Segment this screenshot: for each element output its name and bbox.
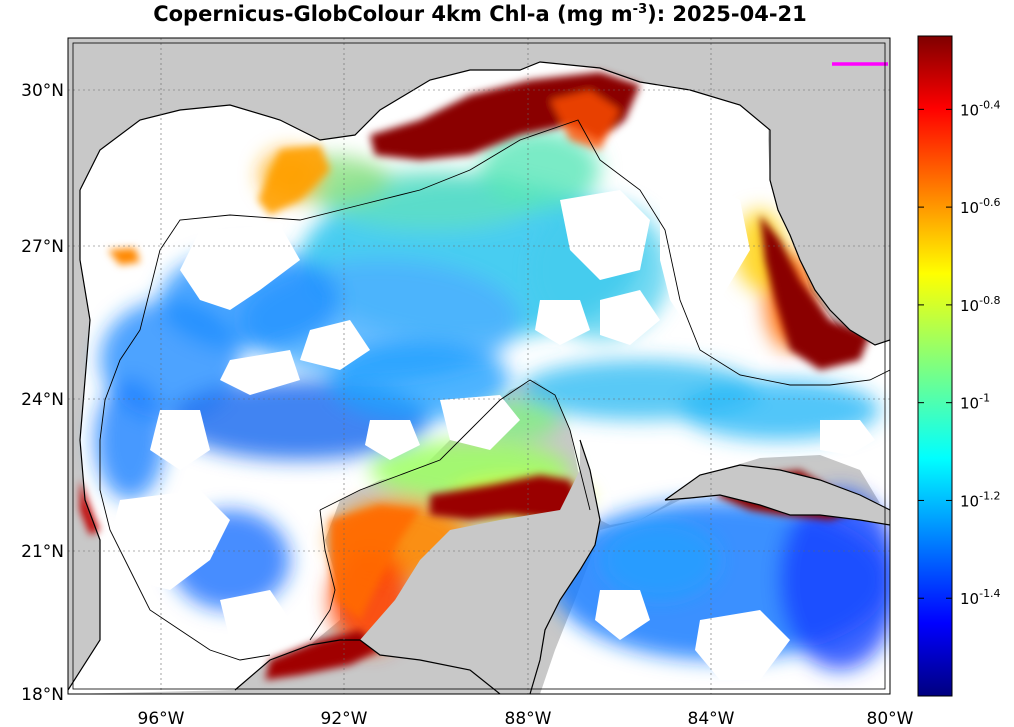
yucatan-land [360, 440, 600, 694]
colorbar-tick-label: 10-0.8 [960, 294, 1001, 315]
coastline-west [68, 190, 101, 691]
y-tick-label: 30°N [21, 81, 64, 101]
y-tick-label: 24°N [21, 390, 64, 410]
coastline-yucatan [234, 439, 601, 694]
cuba-land [665, 465, 890, 525]
colorbar-ramp [917, 35, 953, 697]
x-tick-label: 92°W [321, 709, 368, 727]
x-tick-label: 80°W [867, 709, 914, 727]
graticule [68, 38, 890, 694]
colorbar-tick-label: 10-1.4 [960, 587, 1001, 608]
y-tick-label: 27°N [21, 237, 64, 257]
x-axis: 96°W 92°W 88°W 84°W 80°W [138, 709, 914, 727]
x-tick-label: 96°W [138, 709, 185, 727]
map-border [72, 42, 886, 690]
title-date: ): 2025-04-21 [647, 2, 807, 26]
x-tick-label: 84°W [688, 709, 735, 727]
title-main: Copernicus-GlobColour 4km Chl-a (mg m [153, 2, 633, 26]
coastline [79, 61, 890, 346]
colorbar-tick-label: 10-0.4 [960, 98, 1001, 119]
y-tick-label: 21°N [21, 542, 64, 562]
shelf-contour-campeche [309, 379, 591, 641]
colorbar-ticks: 10-0.4 10-0.6 10-0.8 10-1 10-1.2 10-1.4 [918, 98, 1001, 608]
chart-title: Copernicus-GlobColour 4km Chl-a (mg m-3)… [0, 2, 960, 26]
shelf-contour-west [99, 249, 271, 661]
shelf-contour [159, 119, 890, 386]
florida-land [768, 38, 890, 345]
map-frame [67, 37, 891, 695]
coastline-cuba [664, 464, 890, 526]
x-tick-label: 88°W [505, 709, 552, 727]
colorbar-tick-label: 10-0.6 [960, 196, 1001, 217]
colorbar: 10-0.4 10-0.6 10-0.8 10-1 10-1.2 10-1.4 [917, 35, 1001, 697]
coastal-bloom [80, 72, 870, 680]
colorbar-tick-label: 10-1 [960, 392, 990, 413]
y-axis: 30°N 27°N 24°N 21°N 18°N [21, 81, 64, 705]
y-tick-label: 18°N [21, 685, 64, 705]
colorbar-tick-label: 10-1.2 [960, 489, 1001, 510]
title-exponent: -3 [632, 2, 648, 17]
